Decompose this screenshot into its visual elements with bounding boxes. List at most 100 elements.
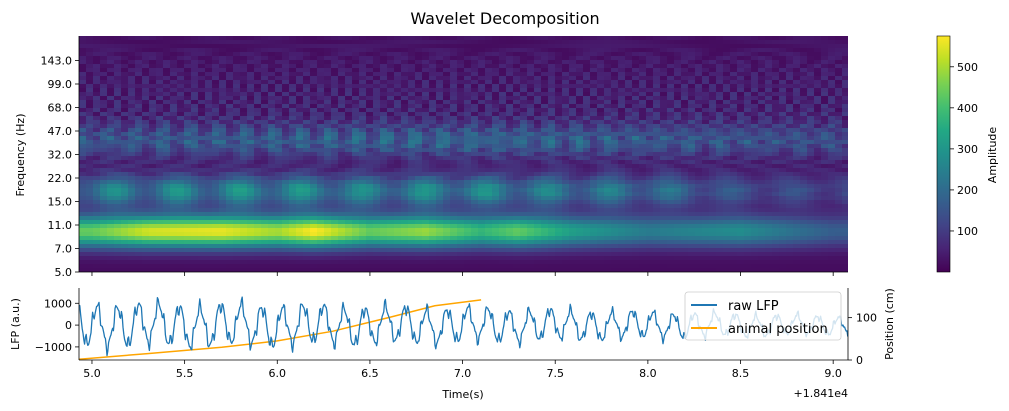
heatmap-cell: [247, 184, 255, 189]
heatmap-cell: [408, 156, 416, 161]
heatmap-cell: [289, 204, 297, 209]
heatmap-cell: [688, 132, 696, 137]
heatmap-cell: [198, 76, 206, 81]
heatmap-cell: [506, 64, 514, 69]
heatmap-cell: [667, 56, 675, 61]
heatmap-cell: [394, 104, 402, 109]
heatmap-cell: [569, 60, 577, 65]
heatmap-cell: [555, 80, 563, 85]
heatmap-cell: [499, 156, 507, 161]
heatmap-cell: [268, 168, 276, 173]
heatmap-cell: [338, 136, 346, 141]
heatmap-cell: [296, 208, 304, 213]
heatmap-cell: [170, 148, 178, 153]
heatmap-cell: [135, 36, 143, 41]
heatmap-cell: [254, 120, 262, 125]
heatmap-cell: [513, 196, 521, 201]
heatmap-cell: [814, 208, 822, 213]
heatmap-cell: [121, 100, 129, 105]
heatmap-cell: [716, 104, 724, 109]
heatmap-cell: [233, 68, 241, 73]
heatmap-cell: [751, 96, 759, 101]
heatmap-cell: [373, 196, 381, 201]
heatmap-cell: [604, 36, 612, 41]
heatmap-cell: [744, 76, 752, 81]
heatmap-cell: [247, 84, 255, 89]
heatmap-cell: [324, 80, 332, 85]
heatmap-cell: [345, 208, 353, 213]
heatmap-cell: [177, 204, 185, 209]
heatmap-cell: [373, 216, 381, 221]
heatmap-cell: [282, 204, 290, 209]
heatmap-cell: [765, 44, 773, 49]
heatmap-cell: [485, 148, 493, 153]
heatmap-cell: [821, 80, 829, 85]
heatmap-cell: [716, 212, 724, 217]
heatmap-cell: [401, 144, 409, 149]
heatmap-cell: [737, 120, 745, 125]
heatmap-cell: [359, 212, 367, 217]
heatmap-cell: [79, 136, 87, 141]
heatmap-cell: [499, 112, 507, 117]
heatmap-cell: [261, 124, 269, 129]
heatmap-cell: [184, 80, 192, 85]
heatmap-cell: [793, 108, 801, 113]
heatmap-cell: [296, 120, 304, 125]
heatmap-cell: [660, 168, 668, 173]
heatmap-cell: [191, 212, 199, 217]
heatmap-cell: [681, 104, 689, 109]
heatmap-cell: [436, 84, 444, 89]
heatmap-cell: [471, 204, 479, 209]
heatmap-cell: [429, 52, 437, 57]
heatmap-cell: [597, 160, 605, 165]
heatmap-cell: [352, 80, 360, 85]
heatmap-cell: [660, 188, 668, 193]
heatmap-cell: [793, 212, 801, 217]
heatmap-cell: [198, 128, 206, 133]
heatmap-cell: [611, 196, 619, 201]
heatmap-cell: [436, 48, 444, 53]
heatmap-cell: [86, 44, 94, 49]
heatmap-cell: [618, 188, 626, 193]
heatmap-cell: [408, 56, 416, 61]
heatmap-cell: [142, 164, 150, 169]
heatmap-cell: [625, 140, 633, 145]
heatmap-cell: [282, 112, 290, 117]
heatmap-cell: [674, 104, 682, 109]
heatmap-cell: [366, 72, 374, 77]
heatmap-cell: [513, 172, 521, 177]
heatmap-cell: [359, 152, 367, 157]
heatmap-cell: [394, 180, 402, 185]
heatmap-cell: [835, 68, 843, 73]
heatmap-cell: [177, 76, 185, 81]
heatmap-cell: [828, 156, 836, 161]
heatmap-cell: [415, 200, 423, 205]
heatmap-cell: [807, 152, 815, 157]
heatmap-cell: [114, 84, 122, 89]
heatmap-cell: [653, 140, 661, 145]
heatmap-cell: [807, 68, 815, 73]
heatmap-cell: [821, 200, 829, 205]
heatmap-cell: [450, 52, 458, 57]
heatmap-cell: [443, 88, 451, 93]
heatmap-cell: [618, 100, 626, 105]
heatmap-cell: [653, 124, 661, 129]
heatmap-cell: [576, 72, 584, 77]
heatmap-cell: [366, 100, 374, 105]
heatmap-cell: [625, 56, 633, 61]
heatmap-cell: [751, 112, 759, 117]
heatmap-cell: [527, 156, 535, 161]
heatmap-cell: [184, 200, 192, 205]
heatmap-cell: [744, 128, 752, 133]
heatmap-cell: [408, 140, 416, 145]
heatmap-cell: [576, 92, 584, 97]
heatmap-cell: [513, 96, 521, 101]
heatmap-cell: [835, 188, 843, 193]
heatmap-cell: [135, 212, 143, 217]
heatmap-cell: [93, 196, 101, 201]
heatmap-cell: [415, 104, 423, 109]
heatmap-cell: [324, 92, 332, 97]
heatmap-cell: [499, 120, 507, 125]
heatmap-cell: [436, 72, 444, 77]
heatmap-cell: [618, 176, 626, 181]
